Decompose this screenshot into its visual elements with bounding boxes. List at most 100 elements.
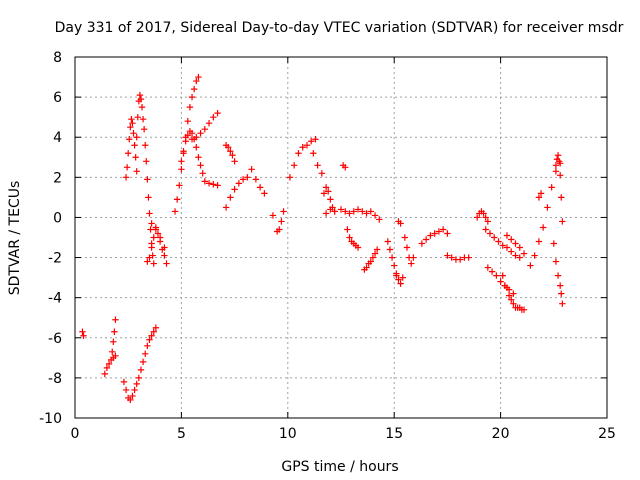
- series-dip-8: [269, 208, 287, 235]
- y-axis-label: SDTVAR / TECUs: [7, 181, 23, 296]
- data-point: [456, 256, 464, 263]
- data-point: [127, 123, 134, 131]
- data-point: [184, 132, 191, 139]
- data-point: [138, 103, 146, 111]
- data-point: [516, 254, 523, 261]
- series-shelf-4: [188, 109, 221, 143]
- series-hang-15: [393, 272, 406, 287]
- data-point: [201, 126, 209, 133]
- data-point: [171, 208, 179, 215]
- data-point: [199, 170, 206, 177]
- series-spike-22: [552, 152, 566, 225]
- data-point: [188, 136, 196, 143]
- data-point: [303, 142, 311, 149]
- series-arc-1: [101, 352, 119, 378]
- data-point: [310, 150, 317, 157]
- data-point: [344, 226, 351, 233]
- data-point: [499, 242, 506, 249]
- data-point: [134, 113, 141, 121]
- data-point: [188, 130, 196, 137]
- data-point: [123, 164, 131, 171]
- data-point: [122, 386, 130, 394]
- y-tick-label: -10: [39, 411, 62, 427]
- y-tick-label: -8: [48, 371, 62, 387]
- data-point: [439, 226, 447, 233]
- data-point: [139, 358, 147, 366]
- data-point: [125, 150, 132, 157]
- data-point: [359, 208, 366, 215]
- data-point: [154, 230, 162, 237]
- data-point: [314, 162, 321, 169]
- y-tick-label: -6: [48, 331, 62, 347]
- data-point: [136, 91, 144, 99]
- data-point: [554, 152, 562, 159]
- data-point: [184, 117, 191, 125]
- data-point: [354, 244, 362, 251]
- data-point: [210, 181, 217, 188]
- data-point: [393, 272, 400, 279]
- data-point: [140, 126, 148, 133]
- data-point: [367, 208, 374, 215]
- data-point: [111, 328, 118, 335]
- data-point: [544, 204, 551, 211]
- y-tick-label: 2: [53, 170, 62, 186]
- data-point: [256, 184, 264, 191]
- data-point: [363, 210, 370, 217]
- data-point: [508, 248, 515, 255]
- data-point: [133, 168, 140, 175]
- data-point: [535, 194, 543, 201]
- x-tick-label: 0: [71, 426, 80, 442]
- data-point: [229, 152, 236, 159]
- data-point: [269, 212, 277, 219]
- series-early-1: [79, 328, 87, 339]
- data-point: [373, 246, 381, 253]
- data-point: [363, 264, 370, 271]
- data-point: [152, 226, 160, 233]
- data-point: [391, 262, 398, 269]
- data-point: [384, 238, 392, 245]
- data-point: [520, 250, 528, 257]
- series-hump-4: [178, 128, 209, 185]
- data-point: [482, 226, 489, 233]
- data-point: [244, 174, 251, 181]
- data-point: [182, 138, 189, 145]
- data-point: [322, 184, 330, 191]
- data-point: [176, 182, 183, 189]
- data-point: [195, 154, 202, 161]
- data-point: [537, 190, 545, 197]
- data-point: [146, 336, 153, 343]
- data-point: [435, 228, 443, 235]
- x-tick-label: 5: [177, 426, 186, 442]
- series-fall-9: [310, 150, 326, 177]
- data-point: [148, 244, 155, 251]
- data-point: [408, 260, 415, 267]
- data-point: [559, 218, 566, 225]
- data-point: [495, 238, 502, 245]
- data-point: [505, 292, 513, 299]
- data-point: [144, 176, 151, 183]
- series-descent-6: [222, 142, 238, 165]
- data-point: [510, 300, 517, 307]
- data-point: [552, 258, 560, 265]
- data-point: [173, 196, 181, 203]
- data-point: [346, 210, 353, 217]
- data-point: [503, 232, 511, 239]
- data-point: [144, 342, 151, 349]
- data-point: [418, 240, 426, 247]
- series-wave-17: [418, 226, 451, 247]
- data-point: [312, 136, 319, 143]
- data-point: [261, 190, 268, 197]
- series-spike-1: [109, 316, 119, 356]
- data-point: [448, 254, 455, 261]
- grid-lines: [75, 57, 607, 418]
- data-point: [484, 218, 492, 225]
- data-point: [148, 332, 155, 339]
- series-rise-9: [286, 136, 319, 181]
- data-point: [376, 216, 383, 223]
- data-point: [150, 260, 157, 267]
- data-point: [132, 154, 139, 161]
- data-point: [444, 230, 451, 237]
- data-point: [205, 119, 213, 127]
- data-point: [410, 254, 417, 261]
- data-point: [139, 115, 147, 123]
